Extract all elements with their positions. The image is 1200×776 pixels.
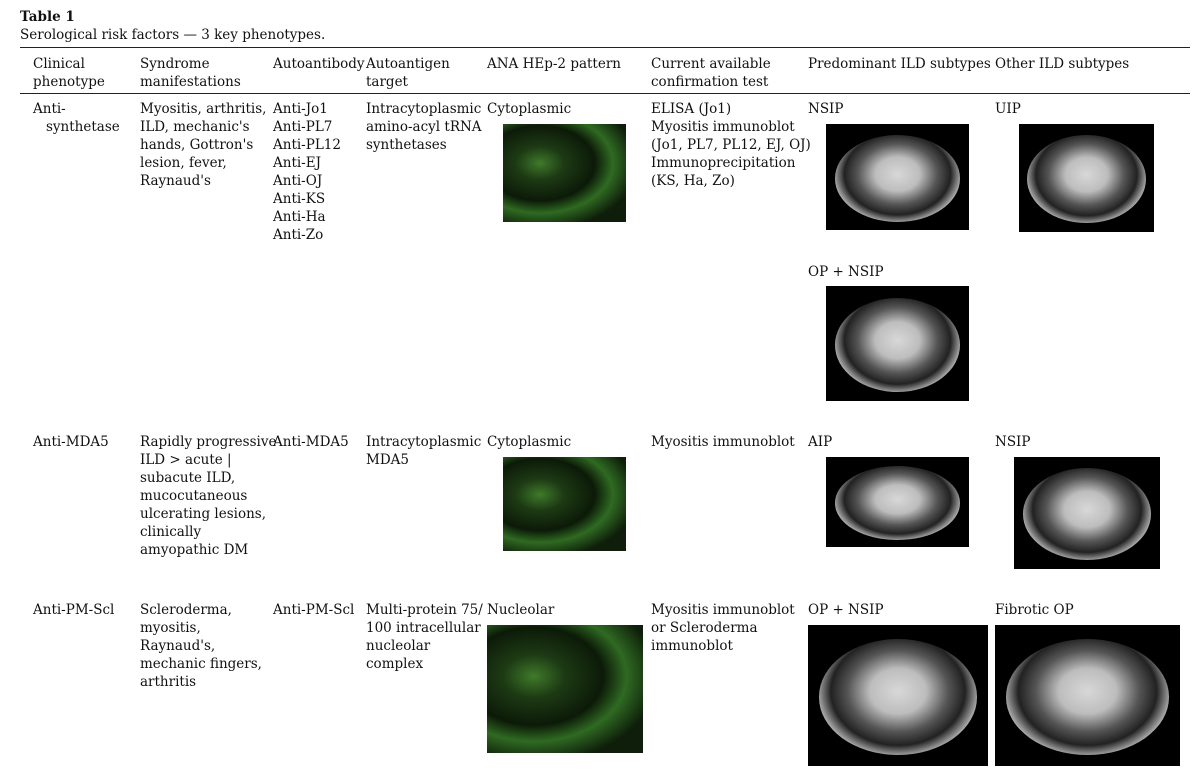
table-caption: Serological risk factors — 3 key phenoty… (20, 27, 326, 43)
syndrome-text: hands, Gottron's (140, 137, 254, 153)
column-header: target (366, 74, 408, 90)
test-text: or Scleroderma (651, 620, 758, 636)
target-text: Multi-protein 75/ (366, 602, 483, 618)
table-title: Table 1 (20, 9, 75, 25)
autoantibody-text: Anti-Jo1 (273, 101, 328, 117)
predominant-subtype-label: AIP (808, 434, 833, 450)
hep2-image (503, 124, 626, 222)
test-text: Myositis immunoblot (651, 602, 795, 618)
ct-image (808, 625, 988, 766)
top-rule (20, 47, 1190, 48)
test-text: Immunoprecipitation (651, 155, 796, 171)
test-text: (Jo1, PL7, PL12, EJ, OJ) (651, 137, 811, 153)
column-header: phenotype (33, 74, 105, 90)
target-text: synthetases (366, 137, 447, 153)
hep2-image (503, 457, 626, 551)
syndrome-text: mucocutaneous (140, 488, 248, 504)
pattern-text: Nucleolar (487, 602, 555, 618)
syndrome-text: clinically (140, 524, 202, 540)
column-header: Other ILD subtypes (995, 56, 1130, 72)
target-text: complex (366, 656, 424, 672)
column-header: confirmation test (651, 74, 769, 90)
test-text: immunoblot (651, 638, 733, 654)
syndrome-text: myositis, (140, 620, 201, 636)
phenotype-text: Anti-MDA5 (33, 434, 109, 450)
autoantibody-text: Anti-Zo (273, 227, 324, 243)
predominant-subtype-label: OP + NSIP (808, 602, 884, 618)
target-text: Intracytoplasmic (366, 434, 482, 450)
autoantibody-text: Anti-PM-Scl (273, 602, 355, 618)
phenotype-text: synthetase (46, 119, 120, 135)
target-text: MDA5 (366, 452, 409, 468)
column-header: Autoantibody (273, 56, 365, 72)
syndrome-text: ILD > acute | (140, 452, 232, 468)
ct-image (1019, 124, 1154, 232)
syndrome-text: amyopathic DM (140, 542, 249, 558)
pattern-text: Cytoplasmic (487, 101, 572, 117)
syndrome-text: Rapidly progressive (140, 434, 277, 450)
ct-image (1014, 457, 1160, 569)
syndrome-text: mechanic fingers, (140, 656, 262, 672)
syndrome-text: Myositis, arthritis, (140, 101, 267, 117)
autoantibody-text: Anti-MDA5 (273, 434, 349, 450)
header-rule (20, 93, 1190, 94)
syndrome-text: arthritis (140, 674, 197, 690)
autoantibody-text: Anti-PL12 (273, 137, 341, 153)
ct-image (826, 124, 969, 230)
syndrome-text: ulcerating lesions, (140, 506, 267, 522)
autoantibody-text: Anti-PL7 (273, 119, 333, 135)
predominant-subtype-label: OP + NSIP (808, 264, 884, 280)
autoantibody-text: Anti-KS (273, 191, 326, 207)
pattern-text: Cytoplasmic (487, 434, 572, 450)
column-header: ANA HEp-2 pattern (487, 56, 621, 72)
column-header: Clinical (33, 56, 85, 72)
other-subtype-label: Fibrotic OP (995, 602, 1074, 618)
predominant-subtype-label: NSIP (808, 101, 844, 117)
target-text: Intracytoplasmic (366, 101, 482, 117)
test-text: Myositis immunoblot (651, 119, 795, 135)
ct-image (826, 457, 969, 547)
test-text: Myositis immunoblot (651, 434, 795, 450)
other-subtype-label: NSIP (995, 434, 1031, 450)
autoantibody-text: Anti-EJ (273, 155, 322, 171)
column-header: manifestations (140, 74, 241, 90)
target-text: amino-acyl tRNA (366, 119, 482, 135)
hep2-image (487, 625, 643, 753)
syndrome-text: Raynaud's, (140, 638, 216, 654)
syndrome-text: subacute ILD, (140, 470, 236, 486)
ct-image (995, 625, 1180, 766)
other-subtype-label: UIP (995, 101, 1021, 117)
column-header: Current available (651, 56, 771, 72)
syndrome-text: lesion, fever, (140, 155, 227, 171)
syndrome-text: Raynaud's (140, 173, 211, 189)
test-text: ELISA (Jo1) (651, 101, 732, 117)
column-header: Predominant ILD subtypes (808, 56, 991, 72)
test-text: (KS, Ha, Zo) (651, 173, 735, 189)
syndrome-text: Scleroderma, (140, 602, 232, 618)
phenotype-text: Anti- (33, 101, 66, 117)
autoantibody-text: Anti-OJ (273, 173, 323, 189)
column-header: Syndrome (140, 56, 210, 72)
target-text: 100 intracellular (366, 620, 481, 636)
syndrome-text: ILD, mechanic's (140, 119, 250, 135)
ct-image (826, 286, 969, 401)
phenotype-text: Anti-PM-Scl (33, 602, 115, 618)
target-text: nucleolar (366, 638, 431, 654)
column-header: Autoantigen (366, 56, 450, 72)
autoantibody-text: Anti-Ha (273, 209, 326, 225)
